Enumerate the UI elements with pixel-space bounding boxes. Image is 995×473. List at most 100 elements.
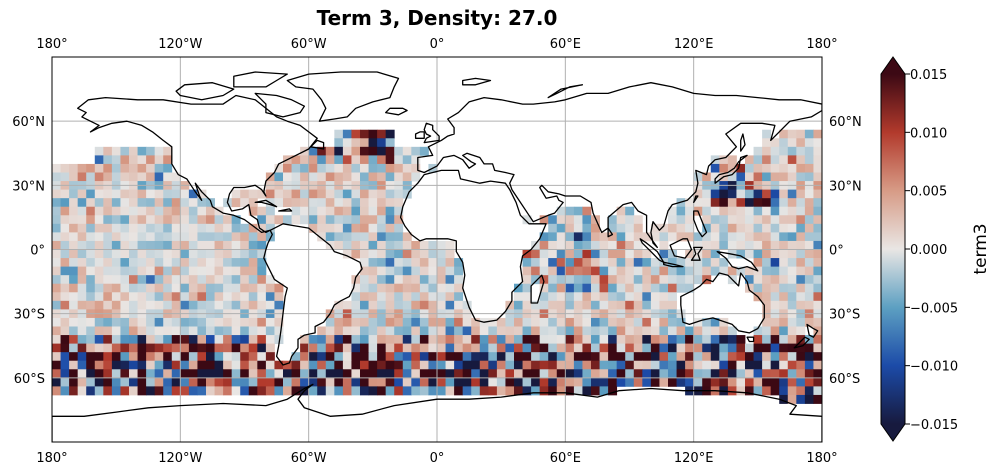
- field-cell: [52, 232, 61, 242]
- field-cell: [325, 215, 335, 225]
- field-cell: [231, 300, 241, 310]
- field-cell: [762, 163, 772, 173]
- field-cell: [693, 352, 703, 362]
- field-cell: [360, 163, 369, 173]
- field-cell: [402, 232, 412, 242]
- field-cell: [52, 172, 61, 182]
- field-cell: [693, 317, 703, 327]
- field-cell: [539, 232, 549, 242]
- field-cell: [52, 300, 61, 310]
- coastline: [530, 274, 545, 304]
- field-cell: [351, 386, 361, 396]
- field-cell: [154, 283, 164, 293]
- field-cell: [573, 335, 583, 345]
- field-cell: [368, 198, 378, 208]
- field-cell: [163, 206, 173, 216]
- field-cell: [582, 343, 592, 353]
- field-cell: [351, 352, 361, 362]
- field-cell: [360, 138, 369, 148]
- field-cell: [52, 266, 61, 276]
- field-cell: [283, 198, 292, 208]
- field-cell: [727, 266, 737, 276]
- field-cell: [710, 249, 720, 259]
- field-cell: [496, 326, 506, 336]
- field-cell: [565, 232, 575, 242]
- field-cell: [274, 386, 284, 396]
- field-cell: [719, 163, 729, 173]
- field-cell: [77, 369, 87, 379]
- field-cell: [727, 223, 737, 233]
- field-cell: [710, 198, 720, 208]
- field-cell: [599, 343, 609, 353]
- field-cell: [531, 386, 541, 396]
- field-cell: [471, 343, 481, 353]
- field-cell: [188, 360, 198, 370]
- field-cell: [206, 292, 215, 302]
- field-cell: [180, 215, 190, 225]
- field-cell: [787, 198, 797, 208]
- field-cell: [539, 343, 549, 353]
- field-cell: [223, 300, 233, 310]
- field-cell: [377, 206, 387, 216]
- field-cell: [565, 360, 575, 370]
- field-cell: [171, 215, 181, 225]
- field-cell: [154, 189, 164, 199]
- field-cell: [137, 326, 147, 336]
- field-cell: [146, 317, 156, 327]
- field-cell: [94, 189, 104, 199]
- field-cell: [248, 249, 258, 259]
- field-cell: [137, 155, 147, 165]
- field-cell: [257, 360, 267, 370]
- field-cell: [69, 386, 79, 396]
- field-cell: [317, 369, 327, 379]
- field-cell: [650, 335, 660, 345]
- field-cell: [736, 240, 746, 250]
- field-cell: [394, 240, 404, 250]
- field-cell: [779, 189, 789, 199]
- field-cell: [804, 258, 814, 268]
- field-cell: [762, 249, 772, 259]
- field-cell: [573, 326, 583, 336]
- field-cell: [94, 206, 104, 216]
- coastline: [714, 154, 748, 184]
- field-cell: [582, 360, 592, 370]
- field-cell: [710, 369, 720, 379]
- field-cell: [257, 386, 267, 396]
- field-cell: [625, 300, 635, 310]
- field-cell: [710, 326, 720, 336]
- field-cell: [77, 283, 87, 293]
- field-cell: [120, 326, 130, 336]
- field-cell: [616, 223, 626, 233]
- field-cell: [274, 172, 284, 182]
- field-cell: [154, 360, 164, 370]
- field-cell: [445, 317, 455, 327]
- field-cell: [188, 292, 198, 302]
- field-cell: [265, 292, 275, 302]
- field-cell: [505, 326, 515, 336]
- field-cell: [668, 360, 677, 370]
- field-cell: [146, 360, 156, 370]
- field-cell: [745, 223, 754, 233]
- lon-tick-label-bottom: 180°: [36, 451, 67, 466]
- field-cell: [702, 189, 712, 199]
- field-cell: [565, 352, 575, 362]
- field-cell: [676, 369, 686, 379]
- field-cell: [360, 206, 369, 216]
- field-cell: [368, 275, 378, 285]
- field-cell: [69, 206, 79, 216]
- field-cell: [368, 326, 378, 336]
- field-cell: [368, 155, 378, 165]
- field-cell: [146, 326, 156, 336]
- field-cell: [163, 215, 173, 225]
- field-cell: [556, 215, 566, 225]
- field-cell: [342, 163, 352, 173]
- field-cell: [146, 215, 156, 225]
- coastline: [793, 336, 810, 349]
- field-cell: [479, 326, 489, 336]
- field-cell: [103, 155, 113, 165]
- field-cell: [377, 215, 387, 225]
- field-cell: [770, 240, 780, 250]
- field-cell: [120, 258, 130, 268]
- field-cell: [710, 240, 720, 250]
- field-cell: [368, 129, 378, 139]
